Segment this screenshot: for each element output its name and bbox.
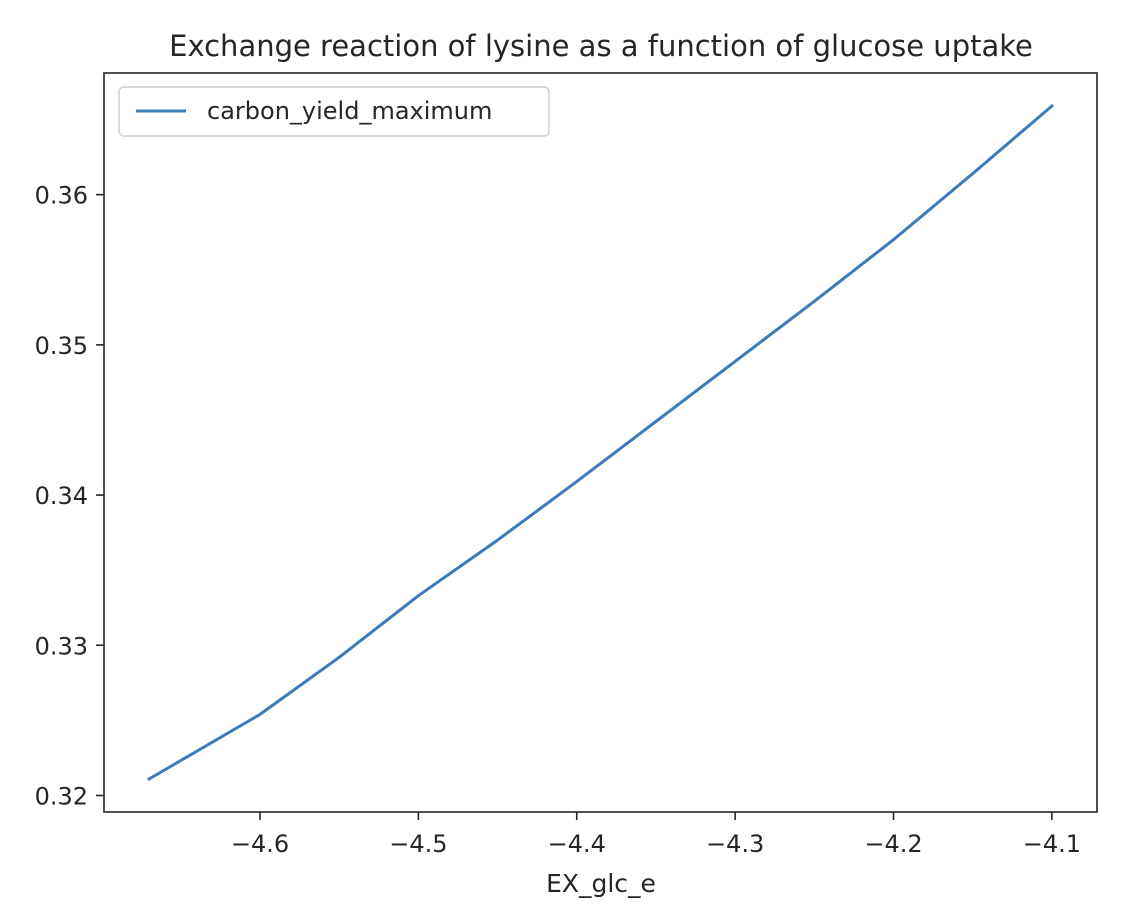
chart-title: Exchange reaction of lysine as a functio…: [169, 29, 1033, 63]
x-axis-label: EX_glc_e: [546, 869, 656, 898]
legend-label-carbon-yield-maximum: carbon_yield_maximum: [207, 97, 492, 125]
x-tick-label: −4.4: [548, 830, 606, 858]
series-line-carbon-yield-maximum: [147, 103, 1055, 782]
y-axis-ticks: 0.32 0.33 0.34 0.35 0.36: [35, 182, 104, 810]
series-layer: [147, 103, 1055, 782]
y-tick-label: 0.33: [35, 632, 88, 660]
y-tick-label: 0.36: [35, 182, 88, 210]
y-tick-label: 0.34: [35, 482, 88, 510]
y-tick-label: 0.32: [35, 782, 88, 810]
x-tick-label: −4.1: [1023, 830, 1081, 858]
plot-area: [103, 72, 1098, 813]
x-tick-label: −4.5: [389, 830, 447, 858]
legend: carbon_yield_maximum: [118, 86, 550, 137]
x-tick-label: −4.3: [706, 830, 764, 858]
y-tick-label: 0.35: [35, 332, 88, 360]
x-tick-label: −4.2: [864, 830, 922, 858]
x-axis-ticks: −4.6 −4.5 −4.4 −4.3 −4.2 −4.1: [231, 812, 1081, 858]
x-tick-label: −4.6: [231, 830, 289, 858]
plot-frame: [103, 72, 1098, 813]
legend-box: [118, 86, 550, 137]
